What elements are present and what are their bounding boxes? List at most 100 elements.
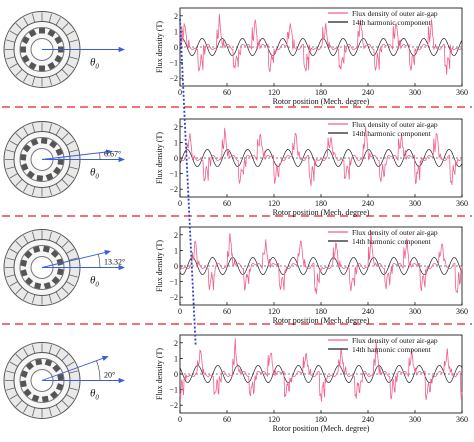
stator-slot bbox=[32, 407, 36, 417]
y-tick-label: 0 bbox=[174, 43, 178, 52]
motor-cross-section: 6.67° θ0 bbox=[3, 121, 125, 198]
flux-series-line bbox=[179, 230, 463, 295]
stator-slot bbox=[32, 186, 36, 196]
stator-slot bbox=[61, 241, 69, 248]
rotor-magnet bbox=[43, 281, 52, 290]
stator-slot bbox=[15, 287, 23, 294]
stator-slot bbox=[48, 186, 52, 196]
y-tick-label: 0 bbox=[174, 154, 178, 163]
legend-harmonic-label: 14th harmonic component bbox=[352, 18, 432, 27]
rotated-arrow bbox=[41, 149, 113, 160]
legend-harmonic-label: 14th harmonic component bbox=[352, 237, 432, 246]
x-axis-label: Rotor position (Mech. degree) bbox=[273, 424, 370, 433]
stator-slot bbox=[6, 257, 16, 261]
stator-slot bbox=[23, 291, 29, 300]
theta-subscript: 0 bbox=[95, 281, 99, 289]
stator-slot bbox=[48, 294, 52, 304]
y-axis-label: Flux density (T) bbox=[155, 132, 164, 184]
theta-label: θ0 bbox=[90, 57, 99, 71]
stator-slot bbox=[66, 173, 75, 179]
motor-cross-section: θ0 bbox=[3, 11, 125, 88]
stator-slot bbox=[68, 149, 78, 153]
stator-slot bbox=[55, 235, 61, 244]
theta-subscript: 0 bbox=[95, 173, 99, 181]
stator-slot bbox=[23, 73, 29, 82]
x-tick-label: 240 bbox=[362, 88, 374, 97]
theta-label: θ0 bbox=[90, 167, 99, 181]
stator-slot bbox=[61, 354, 69, 361]
stator-slot bbox=[55, 404, 61, 413]
stator-slot bbox=[9, 394, 18, 400]
x-tick-label: 300 bbox=[409, 307, 421, 316]
stator-slot bbox=[61, 400, 69, 407]
x-tick-label: 0 bbox=[178, 199, 182, 208]
stator-slot bbox=[55, 291, 61, 300]
rotor-magnet bbox=[20, 46, 26, 53]
y-tick-label: 0 bbox=[174, 370, 178, 379]
stator-slot bbox=[6, 149, 16, 153]
y-tick-label: 1 bbox=[174, 354, 178, 363]
motor-cross-section: 13.32° θ0 bbox=[3, 229, 125, 306]
stator-slot bbox=[48, 76, 52, 86]
rotor-magnet bbox=[44, 358, 53, 367]
y-tick-label: 1 bbox=[174, 246, 178, 255]
stator-slot bbox=[6, 39, 16, 43]
y-tick-label: −2 bbox=[169, 401, 178, 410]
y-tick-label: 2 bbox=[174, 339, 178, 348]
stator-slot bbox=[9, 281, 18, 287]
stator-slot bbox=[55, 73, 61, 82]
angle-label: 20° bbox=[104, 371, 115, 380]
x-tick-label: 300 bbox=[409, 415, 421, 424]
stator-slot bbox=[32, 76, 36, 86]
stator-slot bbox=[32, 294, 36, 304]
stator-slot bbox=[32, 231, 36, 241]
y-tick-label: 2 bbox=[174, 123, 178, 132]
stator-slot bbox=[15, 241, 23, 248]
y-axis-label: Flux density (T) bbox=[155, 348, 164, 400]
theta-label: θ0 bbox=[90, 388, 99, 402]
y-tick-label: 0 bbox=[174, 262, 178, 271]
x-tick-label: 60 bbox=[223, 199, 231, 208]
stator-slot bbox=[68, 257, 78, 261]
y-tick-label: −2 bbox=[169, 185, 178, 194]
rotor-magnet bbox=[20, 370, 28, 378]
rotor-magnet bbox=[41, 395, 49, 403]
flux-chart: 0 60 120 180 240 300 360 −2 −1 0 1 2 Rotor position … bbox=[155, 334, 468, 433]
stator-slot bbox=[23, 183, 29, 192]
rotor-magnet bbox=[36, 175, 44, 182]
stator-slot bbox=[15, 133, 23, 140]
x-tick-label: 60 bbox=[223, 415, 231, 424]
stator-slot bbox=[15, 23, 23, 30]
stator-slot bbox=[66, 281, 75, 287]
x-tick-label: 180 bbox=[315, 88, 327, 97]
rotor-magnet bbox=[35, 358, 43, 366]
x-tick-label: 300 bbox=[409, 88, 421, 97]
legend-flux-label: Flux density of outer air-gap bbox=[352, 9, 438, 18]
stator-slot bbox=[32, 13, 36, 23]
legend-flux-label: Flux density of outer air-gap bbox=[352, 228, 438, 237]
stator-slot bbox=[68, 387, 78, 391]
stator-slot bbox=[9, 173, 18, 179]
y-tick-label: −1 bbox=[169, 278, 178, 287]
y-tick-label: 1 bbox=[174, 27, 178, 36]
x-tick-label: 0 bbox=[178, 88, 182, 97]
stator-slot bbox=[9, 63, 18, 69]
y-tick-label: 2 bbox=[174, 12, 178, 21]
stator-slot bbox=[61, 69, 69, 76]
x-tick-label: 240 bbox=[362, 307, 374, 316]
x-tick-label: 0 bbox=[178, 307, 182, 316]
rotor-magnet bbox=[20, 269, 28, 277]
x-tick-label: 60 bbox=[223, 307, 231, 316]
x-tick-label: 120 bbox=[268, 88, 280, 97]
stator-slot bbox=[6, 56, 16, 60]
rotor-magnet bbox=[19, 380, 27, 388]
stator-slot bbox=[68, 274, 78, 278]
rotated-arrow bbox=[41, 355, 109, 381]
stator-slot bbox=[61, 23, 69, 30]
x-tick-label: 360 bbox=[456, 415, 468, 424]
rotor-magnet bbox=[56, 383, 64, 391]
x-tick-label: 0 bbox=[178, 415, 182, 424]
stator-slot bbox=[68, 56, 78, 60]
